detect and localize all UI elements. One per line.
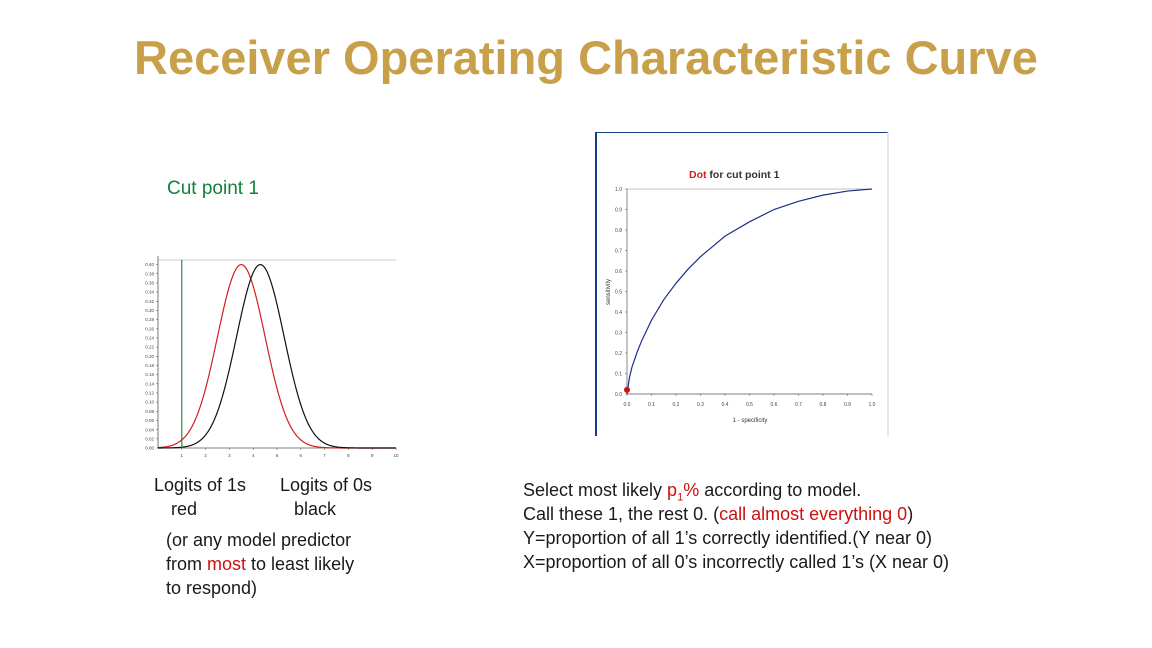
logits-1s-color: red	[171, 499, 198, 519]
roc-x-tick-label: 0.7	[795, 402, 802, 408]
dist-y-tick-label: 0.26	[145, 326, 154, 331]
roc-x-tick-label: 0.2	[673, 402, 680, 408]
line2-pre: Call these 1, the rest 0. (	[523, 504, 720, 524]
dist-y-tick-label: 0.12	[145, 391, 154, 396]
cut-point-dot	[624, 386, 630, 393]
roc-frame	[596, 132, 888, 436]
dist-y-tick-label: 0.04	[145, 427, 154, 432]
dist-y-tick-label: 0.38	[145, 271, 154, 276]
dist-axes	[157, 256, 396, 449]
roc-x-tick-label: 0.9	[844, 402, 851, 408]
explanation-line1: Select most likely p1% according to mode…	[523, 478, 861, 510]
dist-x-tick-label: 3	[228, 453, 231, 458]
dist-y-ticks: 0.00 0.02 0.04 0.06 0.08 0.10 0.12 0.14 0.16 0.18…	[145, 262, 158, 451]
dist-x-tick-label: 8	[347, 453, 350, 458]
predictor-note-line3: to respond)	[166, 578, 258, 598]
dist-y-tick-label: 0.14	[145, 381, 154, 386]
roc-title-rest: for cut point 1	[707, 169, 780, 181]
dist-x-tick-label: 5	[276, 453, 279, 458]
roc-y-tick-label: 0.7	[615, 248, 622, 254]
dist-y-tick-label: 0.06	[145, 418, 154, 423]
dist-x-tick-label: 9	[371, 453, 374, 458]
logit-distribution-chart: 0.00 0.02 0.04 0.06 0.08 0.10 0.12 0.14 0.16 0.18…	[145, 256, 399, 458]
roc-chart: Dot for cut point 1 0.00.10.20.30.40.50.…	[595, 132, 889, 436]
roc-y-tick-label: 0.5	[615, 289, 622, 295]
dist-series	[157, 263, 396, 449]
dist-series-black	[158, 263, 396, 449]
dist-series-red	[157, 263, 396, 449]
dist-x-tick-label: 1	[181, 453, 184, 458]
logits-0s-color: black	[294, 499, 337, 519]
roc-x-ticks: 0.0 0.1 0.2 0.3 0.4 0.5 0.6 0.7 0.8 0.9 1.0	[624, 394, 876, 408]
dist-y-tick-label: 0.36	[145, 281, 154, 286]
dist-x-tick-label: 7	[323, 453, 326, 458]
explanation-line2: Call these 1, the rest 0. (call almost e…	[523, 502, 913, 526]
note-most: most	[207, 554, 247, 574]
explanation-line3: Y=proportion of all 1’s correctly identi…	[523, 528, 933, 548]
predictor-note-line2: from most to least likely	[166, 552, 354, 576]
dist-x-tick-label: 2	[204, 453, 207, 458]
roc-x-tick-label: 0.4	[722, 402, 729, 408]
explanation-line4: X=proportion of all 0’s incorrectly call…	[523, 552, 950, 572]
dist-x-tick-label: 6	[300, 453, 303, 458]
roc-x-tick-label: 1.0	[869, 402, 876, 408]
roc-y-axis-label: sensitivity	[606, 279, 612, 305]
roc-title-highlight: Dot	[689, 169, 707, 181]
roc-y-tick-label: 0.2	[615, 351, 622, 357]
dist-y-tick-label: 0.40	[145, 262, 154, 267]
note-rest: to least likely	[246, 554, 355, 574]
roc-y-tick-label: 0.4	[615, 310, 622, 316]
roc-x-axis-label: 1 - specificity	[733, 418, 768, 424]
percent-sign: %	[683, 480, 700, 500]
roc-curve-group	[624, 188, 873, 395]
line1-pre: Select most likely	[523, 480, 668, 500]
roc-y-tick-label: 0.1	[615, 371, 622, 377]
dist-y-tick-label: 0.16	[145, 372, 154, 377]
roc-x-tick-label: 0.6	[771, 402, 778, 408]
dist-y-tick-label: 0.02	[145, 436, 154, 441]
dist-y-tick-label: 0.28	[145, 317, 154, 322]
dist-x-ticks: 1 2 3 4 5 6 7 8 9 10	[181, 448, 399, 458]
p-letter: p	[667, 480, 678, 500]
dist-x-tick-label: 10	[393, 453, 399, 458]
line2-highlight: call almost everything 0	[719, 504, 908, 524]
roc-y-tick-label: 0.0	[615, 392, 622, 398]
roc-y-tick-label: 0.6	[615, 269, 622, 275]
roc-x-tick-label: 0.0	[624, 402, 631, 408]
roc-y-tick-label: 0.9	[615, 207, 622, 213]
dist-y-tick-label: 0.20	[145, 354, 154, 359]
line1-post: according to model.	[699, 480, 862, 500]
dist-y-tick-label: 0.22	[145, 345, 154, 350]
dist-y-tick-label: 0.34	[145, 290, 154, 295]
roc-curve	[626, 188, 873, 395]
roc-x-tick-label: 0.5	[746, 402, 753, 408]
roc-title: Dot for cut point 1	[689, 169, 780, 181]
logits-0s-label: Logits of 0s	[280, 475, 373, 495]
roc-y-ticks: 0.0 0.1 0.2 0.3 0.4 0.5 0.6 0.7 0.8 0.9 1.0	[615, 187, 627, 398]
logits-1s-label: Logits of 1s	[154, 475, 247, 495]
roc-y-tick-label: 1.0	[615, 187, 622, 193]
predictor-note-line1: (or any model predictor	[166, 530, 352, 550]
slide-title: Receiver Operating Characteristic Curve	[134, 31, 1038, 84]
roc-x-tick-label: 0.3	[697, 402, 704, 408]
dist-y-tick-label: 0.18	[145, 363, 154, 368]
dist-y-tick-label: 0.08	[145, 409, 154, 414]
dist-y-tick-label: 0.10	[145, 400, 154, 405]
dist-y-tick-label: 0.00	[145, 446, 154, 451]
dist-y-tick-label: 0.30	[145, 308, 154, 313]
roc-y-tick-label: 0.8	[615, 228, 622, 234]
roc-x-tick-label: 0.8	[820, 402, 827, 408]
p-subscript: 1	[677, 491, 684, 504]
cut-point-label: Cut point 1	[167, 178, 259, 199]
dist-x-tick-label: 4	[252, 453, 255, 458]
note-from: from	[166, 554, 208, 574]
roc-x-tick-label: 0.1	[648, 402, 655, 408]
p1-symbol: p1	[667, 480, 683, 504]
line2-post: )	[907, 504, 914, 524]
roc-y-tick-label: 0.3	[615, 330, 622, 336]
dist-y-tick-label: 0.32	[145, 299, 154, 304]
dist-y-tick-label: 0.24	[145, 336, 154, 341]
